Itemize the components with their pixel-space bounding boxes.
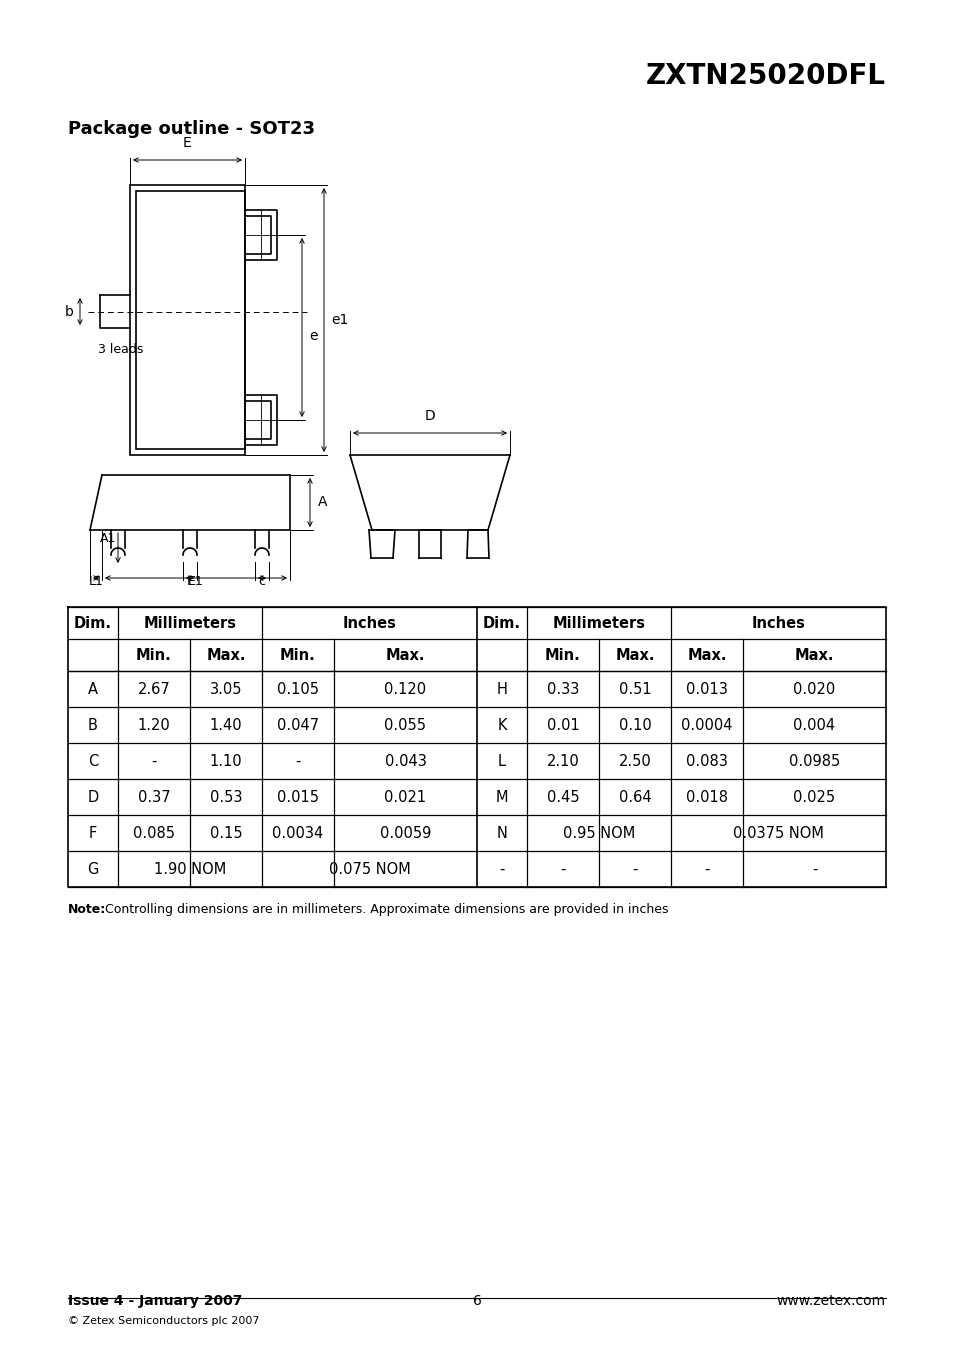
Text: 2.67: 2.67 <box>137 681 171 697</box>
Text: 0.15: 0.15 <box>210 825 242 840</box>
Text: M: M <box>496 789 508 804</box>
Text: L1: L1 <box>89 576 103 588</box>
Text: 0.0985: 0.0985 <box>788 754 840 769</box>
Text: 0.37: 0.37 <box>137 789 171 804</box>
Text: C: C <box>88 754 98 769</box>
Text: D: D <box>424 409 435 423</box>
Text: E1: E1 <box>188 576 204 588</box>
Text: 0.0375 NOM: 0.0375 NOM <box>732 825 823 840</box>
Text: Max.: Max. <box>615 647 654 662</box>
Text: -: - <box>632 862 637 877</box>
Text: 0.021: 0.021 <box>384 789 426 804</box>
Text: 1.40: 1.40 <box>210 717 242 732</box>
Text: 0.055: 0.055 <box>384 717 426 732</box>
Text: 0.01: 0.01 <box>546 717 578 732</box>
Text: Issue 4 - January 2007: Issue 4 - January 2007 <box>68 1294 242 1308</box>
Text: L: L <box>497 754 505 769</box>
Text: 0.95 NOM: 0.95 NOM <box>562 825 635 840</box>
Text: 0.0004: 0.0004 <box>680 717 732 732</box>
Text: 0.004: 0.004 <box>793 717 835 732</box>
Text: 0.120: 0.120 <box>384 681 426 697</box>
Text: 2.10: 2.10 <box>546 754 578 769</box>
Text: e: e <box>309 328 317 343</box>
Text: Note:: Note: <box>68 902 106 916</box>
Text: 3.05: 3.05 <box>210 681 242 697</box>
Text: Max.: Max. <box>794 647 833 662</box>
Text: -: - <box>295 754 300 769</box>
Text: -: - <box>498 862 504 877</box>
Text: 3 leads: 3 leads <box>98 343 143 357</box>
Text: © Zetex Semiconductors plc 2007: © Zetex Semiconductors plc 2007 <box>68 1316 259 1325</box>
Text: Millimeters: Millimeters <box>143 616 236 631</box>
Text: e1: e1 <box>331 313 348 327</box>
Text: 0.013: 0.013 <box>685 681 727 697</box>
Text: K: K <box>497 717 506 732</box>
Text: L: L <box>186 576 193 588</box>
Text: 0.047: 0.047 <box>276 717 318 732</box>
Text: 1.10: 1.10 <box>210 754 242 769</box>
Text: 0.018: 0.018 <box>685 789 727 804</box>
Text: 1.90 NOM: 1.90 NOM <box>153 862 226 877</box>
Text: H: H <box>497 681 507 697</box>
Text: 0.0034: 0.0034 <box>273 825 323 840</box>
Text: 0.083: 0.083 <box>685 754 727 769</box>
Text: Millimeters: Millimeters <box>552 616 645 631</box>
Text: A: A <box>88 681 98 697</box>
Text: -: - <box>152 754 156 769</box>
Text: 0.0059: 0.0059 <box>379 825 431 840</box>
Text: G: G <box>88 862 98 877</box>
Text: Min.: Min. <box>544 647 580 662</box>
Text: N: N <box>497 825 507 840</box>
Text: 0.45: 0.45 <box>546 789 578 804</box>
Text: Inches: Inches <box>751 616 804 631</box>
Text: ZXTN25020DFL: ZXTN25020DFL <box>645 62 885 91</box>
Text: Min.: Min. <box>136 647 172 662</box>
Text: 6: 6 <box>472 1294 481 1308</box>
Text: F: F <box>89 825 97 840</box>
Text: 0.025: 0.025 <box>793 789 835 804</box>
Text: 0.015: 0.015 <box>276 789 318 804</box>
Text: B: B <box>88 717 98 732</box>
Text: 0.043: 0.043 <box>384 754 426 769</box>
Text: E: E <box>183 136 192 150</box>
Text: 0.64: 0.64 <box>618 789 651 804</box>
Text: -: - <box>811 862 817 877</box>
Text: b: b <box>65 304 74 319</box>
Text: c: c <box>258 576 265 588</box>
Text: Inches: Inches <box>342 616 396 631</box>
Text: Package outline - SOT23: Package outline - SOT23 <box>68 120 314 138</box>
Text: -: - <box>703 862 709 877</box>
Text: 0.075 NOM: 0.075 NOM <box>328 862 410 877</box>
Text: 0.105: 0.105 <box>276 681 318 697</box>
Text: Min.: Min. <box>280 647 315 662</box>
Text: Max.: Max. <box>385 647 425 662</box>
Text: 0.085: 0.085 <box>132 825 174 840</box>
Text: 0.51: 0.51 <box>618 681 651 697</box>
Text: 0.020: 0.020 <box>793 681 835 697</box>
Text: www.zetex.com: www.zetex.com <box>776 1294 885 1308</box>
Text: A: A <box>317 496 327 509</box>
Text: Dim.: Dim. <box>482 616 520 631</box>
Text: 0.10: 0.10 <box>618 717 651 732</box>
Text: 0.33: 0.33 <box>546 681 578 697</box>
Text: Max.: Max. <box>686 647 726 662</box>
Text: Dim.: Dim. <box>74 616 112 631</box>
Text: A1: A1 <box>99 531 116 544</box>
Text: D: D <box>88 789 98 804</box>
Text: Controlling dimensions are in millimeters. Approximate dimensions are provided i: Controlling dimensions are in millimeter… <box>105 902 668 916</box>
Text: -: - <box>559 862 565 877</box>
Text: 2.50: 2.50 <box>618 754 651 769</box>
Text: 0.53: 0.53 <box>210 789 242 804</box>
Text: 1.20: 1.20 <box>137 717 171 732</box>
Text: Max.: Max. <box>206 647 246 662</box>
